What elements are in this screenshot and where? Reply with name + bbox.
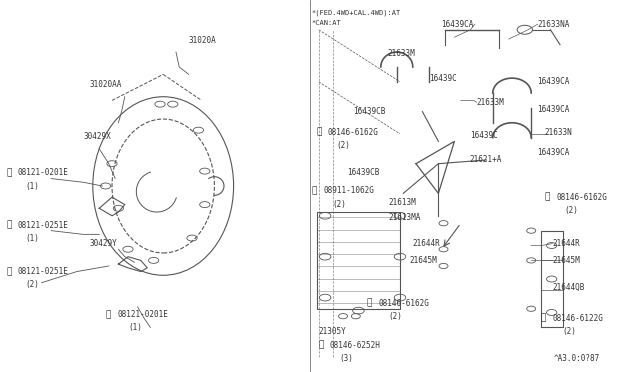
- Text: Ⓑ: Ⓑ: [541, 314, 546, 323]
- Text: Ⓝ: Ⓝ: [312, 186, 317, 195]
- Text: (2): (2): [333, 200, 347, 209]
- Text: 16439CA: 16439CA: [442, 20, 474, 29]
- Text: 21621+A: 21621+A: [469, 155, 502, 164]
- Text: Ⓑ: Ⓑ: [106, 310, 111, 319]
- Text: (1): (1): [26, 182, 40, 190]
- Text: 21633NA: 21633NA: [538, 20, 570, 29]
- Text: *CAN:AT: *CAN:AT: [312, 20, 341, 26]
- Text: 08146-6162G: 08146-6162G: [556, 193, 607, 202]
- Text: 21644QB: 21644QB: [552, 283, 585, 292]
- Text: 30429Y: 30429Y: [90, 239, 117, 248]
- Text: 21645M: 21645M: [552, 256, 580, 265]
- Text: 31020A: 31020A: [189, 36, 216, 45]
- Text: 16439CA: 16439CA: [538, 148, 570, 157]
- Text: Ⓑ: Ⓑ: [6, 221, 12, 230]
- Text: 21645M: 21645M: [410, 256, 437, 265]
- Text: (2): (2): [562, 327, 576, 336]
- Text: 31020AA: 31020AA: [90, 80, 122, 89]
- Text: ^A3.0:0?87: ^A3.0:0?87: [554, 355, 600, 363]
- Text: (2): (2): [564, 206, 579, 215]
- Text: (2): (2): [26, 280, 40, 289]
- Text: 08121-0251E: 08121-0251E: [18, 267, 68, 276]
- Text: Ⓑ: Ⓑ: [6, 169, 12, 177]
- Text: Ⓑ: Ⓑ: [318, 341, 323, 350]
- Text: 08146-6252H: 08146-6252H: [330, 341, 380, 350]
- Text: 08121-0201E: 08121-0201E: [117, 310, 168, 319]
- Text: Ⓑ: Ⓑ: [6, 267, 12, 276]
- Text: Ⓑ: Ⓑ: [545, 193, 550, 202]
- Text: 21633N: 21633N: [545, 128, 572, 137]
- Text: 08146-6122G: 08146-6122G: [552, 314, 603, 323]
- Text: (1): (1): [128, 323, 142, 332]
- Text: 21305Y: 21305Y: [318, 327, 346, 336]
- Text: 16439C: 16439C: [429, 74, 456, 83]
- Text: 08911-1062G: 08911-1062G: [323, 186, 374, 195]
- Text: 21644R: 21644R: [413, 239, 440, 248]
- Text: 08146-6162G: 08146-6162G: [378, 299, 429, 308]
- Text: 21613M: 21613M: [388, 198, 416, 207]
- Text: 16439CA: 16439CA: [538, 77, 570, 86]
- Text: 16439CB: 16439CB: [353, 107, 386, 116]
- Text: (2): (2): [336, 141, 350, 150]
- Text: 16439CB: 16439CB: [348, 169, 380, 177]
- Text: 08121-0201E: 08121-0201E: [18, 169, 68, 177]
- Text: Ⓑ: Ⓑ: [316, 128, 321, 137]
- Text: 08121-0251E: 08121-0251E: [18, 221, 68, 230]
- Text: *(FED.4WD+CAL.4WD):AT: *(FED.4WD+CAL.4WD):AT: [312, 9, 401, 16]
- Text: (1): (1): [26, 234, 40, 243]
- Text: 21613MA: 21613MA: [388, 213, 421, 222]
- Text: Ⓑ: Ⓑ: [367, 299, 372, 308]
- Text: 16439CA: 16439CA: [538, 105, 570, 114]
- Text: 21633M: 21633M: [387, 49, 415, 58]
- Text: (2): (2): [388, 312, 403, 321]
- Text: 21633M: 21633M: [477, 98, 504, 107]
- Text: (3): (3): [339, 355, 353, 363]
- Text: 30429X: 30429X: [83, 132, 111, 141]
- Text: 16439C: 16439C: [470, 131, 498, 140]
- Text: 21644R: 21644R: [552, 239, 580, 248]
- Text: 08146-6162G: 08146-6162G: [328, 128, 378, 137]
